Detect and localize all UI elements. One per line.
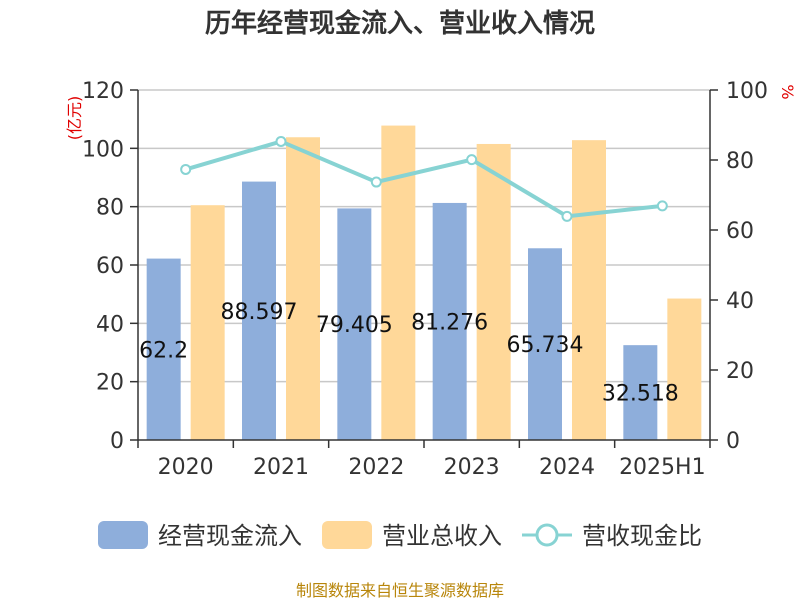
bar	[242, 181, 276, 440]
legend: 经营现金流入 营业总收入 营收现金比	[98, 521, 702, 550]
legend-label: 营收现金比	[582, 522, 702, 550]
ratio-point	[275, 135, 287, 147]
legend-item: 营收现金比	[522, 522, 702, 550]
source-note: 制图数据来自恒生聚源数据库	[296, 581, 504, 600]
left-tick-label: 0	[110, 429, 124, 454]
left-axis-unit: (亿元)	[65, 96, 84, 141]
ratio-point	[180, 163, 192, 175]
bar	[667, 298, 702, 440]
ratio-line	[180, 135, 668, 222]
right-axis-unit: %	[778, 84, 797, 99]
legend-label: 经营现金流入	[158, 522, 302, 550]
bar	[572, 140, 606, 440]
axes: 0 20 40 60 80 100 120 0 20 40 60 80 100 2020 2021 2022 2…	[82, 79, 768, 480]
bar	[337, 208, 372, 440]
bar	[190, 205, 225, 440]
left-tick-label: 40	[96, 312, 124, 337]
legend-swatch	[98, 521, 148, 549]
data-label: 79.405	[316, 313, 393, 338]
chart-title: 历年经营现金流入、营业收入情况	[205, 8, 595, 39]
right-tick-label: 80	[726, 149, 754, 174]
x-tick-label: 2022	[348, 455, 404, 480]
bar	[432, 202, 467, 440]
data-label: 32.518	[602, 382, 679, 407]
left-tick-label: 80	[96, 196, 124, 221]
legend-item: 经营现金流入	[98, 521, 302, 550]
x-tick-label: 2021	[253, 455, 309, 480]
right-tick-label: 60	[726, 219, 754, 244]
legend-swatch	[322, 521, 372, 549]
x-tick-label: 2024	[539, 455, 595, 480]
data-label: 81.276	[411, 310, 488, 335]
left-tick-label: 20	[96, 371, 124, 396]
data-label: 62.2	[139, 338, 188, 363]
bar	[528, 248, 562, 440]
right-tick-label: 100	[726, 79, 768, 104]
left-tick-label: 100	[82, 137, 124, 162]
left-tick-label: 120	[82, 79, 124, 104]
legend-item: 营业总收入	[322, 521, 502, 550]
ratio-point	[656, 200, 668, 212]
x-tick-label: 2023	[444, 455, 500, 480]
right-tick-label: 0	[726, 429, 740, 454]
data-label: 65.734	[507, 333, 584, 358]
bars	[146, 125, 702, 441]
x-tick-label: 2020	[158, 455, 214, 480]
ratio-line-path	[185, 139, 663, 219]
gridlines	[138, 89, 710, 383]
bar	[623, 345, 658, 440]
right-tick-label: 20	[726, 359, 754, 384]
legend-label: 营业总收入	[382, 522, 502, 550]
bar	[146, 258, 181, 440]
ratio-point	[466, 154, 478, 166]
right-tick-label: 40	[726, 289, 754, 314]
legend-marker	[535, 523, 559, 547]
bar	[476, 143, 511, 441]
left-tick-label: 60	[96, 254, 124, 279]
bar	[286, 137, 320, 440]
data-labels: 62.2 88.597 79.405 81.276 65.734 32.518	[139, 300, 679, 407]
ratio-point	[561, 210, 573, 222]
ratio-point	[370, 176, 382, 188]
data-label: 88.597	[221, 300, 298, 325]
x-tick-label: 2025H1	[619, 455, 706, 480]
